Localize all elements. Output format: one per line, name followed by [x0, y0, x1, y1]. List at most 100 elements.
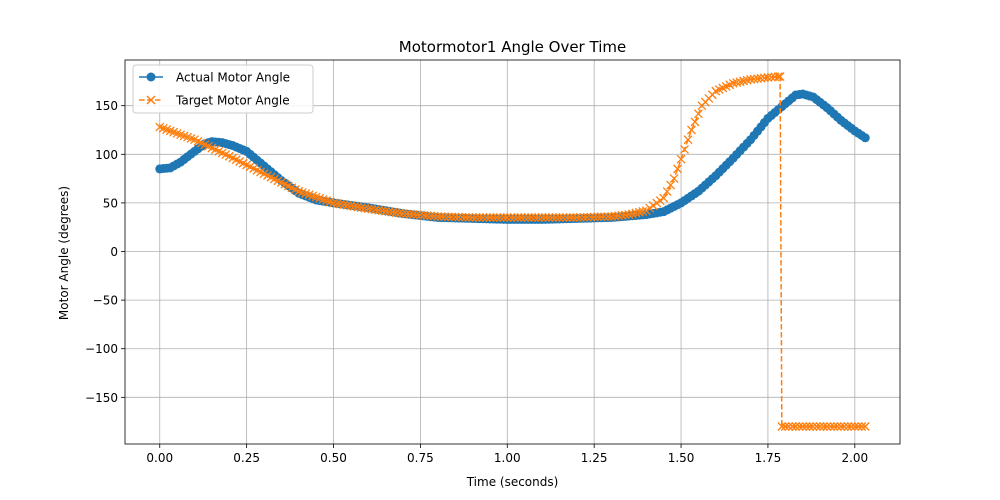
target-angle-point: [739, 76, 749, 86]
target-angle-point: [558, 213, 568, 222]
target-angle-point: [846, 422, 856, 431]
target-angle-point: [815, 422, 825, 431]
target-angle-point: [412, 210, 422, 220]
x-tick-label: 1.75: [755, 451, 782, 465]
x-tick-label: 0.00: [146, 451, 173, 465]
target-angle-point: [687, 125, 696, 135]
target-angle-point: [565, 213, 575, 222]
target-angle-point: [836, 422, 846, 431]
target-angle-point: [415, 210, 425, 220]
x-tick-label: 0.50: [320, 451, 347, 465]
target-angle-point: [666, 180, 676, 190]
target-angle-point: [673, 164, 683, 174]
target-angle-point: [405, 209, 415, 219]
target-angle-point: [353, 202, 363, 212]
target-angle-point: [819, 422, 829, 431]
target-angle-point: [683, 135, 693, 145]
target-angle-point: [336, 199, 345, 209]
target-angle-point: [742, 75, 752, 85]
x-axis-label: Time (seconds): [466, 475, 559, 489]
target-angle-point: [794, 422, 804, 431]
target-angle-point: [457, 212, 467, 222]
target-angle-point: [627, 209, 637, 219]
target-angle-point: [728, 78, 738, 88]
target-angle-point: [801, 422, 811, 431]
target-angle-point: [478, 213, 488, 222]
target-angle-point: [509, 213, 519, 222]
target-angle-point: [766, 72, 776, 82]
target-angle-point: [693, 109, 703, 119]
legend: Actual Motor Angle Target Motor Angle: [132, 64, 314, 114]
target-angle-point: [481, 213, 491, 222]
target-angle-point: [527, 213, 537, 222]
target-angle-point: [475, 213, 484, 222]
axes: 0.00 0.25 0.50 0.75 1.00 1.25 1.50 1.75 2.00 −150…: [85, 59, 901, 465]
target-angle-point: [822, 422, 832, 431]
legend-label-actual: Actual Motor Angle: [176, 71, 290, 85]
target-angle-point: [495, 213, 505, 222]
y-tick-label: −50: [93, 294, 118, 308]
x-tick-label: 1.25: [581, 451, 608, 465]
target-angle-point: [402, 209, 411, 219]
target-angle-point: [516, 213, 526, 222]
target-angle-point: [443, 212, 453, 222]
target-angle-point: [461, 212, 471, 222]
target-angle-point: [408, 210, 418, 219]
x-tick-label: 0.75: [407, 451, 434, 465]
target-angle-point: [454, 212, 464, 222]
target-angle-point: [485, 213, 495, 222]
target-angle-point: [857, 422, 867, 431]
target-angle-point: [429, 211, 439, 221]
target-angle-point: [624, 210, 634, 220]
y-tick-label: −150: [85, 391, 118, 405]
target-angle-point: [690, 117, 700, 127]
target-angle-point: [339, 200, 349, 210]
target-angle-point: [447, 212, 457, 222]
target-angle-point: [843, 422, 853, 431]
target-angle-point: [773, 72, 783, 81]
x-tick-label: 0.25: [233, 451, 260, 465]
legend-frame: [132, 64, 314, 114]
chart-title: Motormotor1 Angle Over Time: [399, 38, 626, 56]
target-angle-point: [832, 422, 842, 431]
y-tick-label: 0: [110, 245, 118, 259]
target-angle-point: [631, 208, 641, 218]
target-angle-point: [662, 187, 672, 197]
target-angle-point: [502, 213, 512, 222]
target-angle-point: [829, 422, 839, 431]
target-angle-point: [554, 213, 564, 222]
target-angle-point: [346, 201, 356, 211]
target-angle-point: [669, 174, 679, 184]
target-angle-point: [433, 212, 443, 221]
target-angle-point: [798, 422, 808, 431]
legend-marker-target: [146, 95, 156, 105]
x-tick-label: 2.00: [841, 451, 868, 465]
target-angle-point: [436, 212, 446, 222]
legend-marker-actual: [146, 72, 156, 82]
target-angle-point: [561, 213, 571, 222]
target-angle-point: [329, 198, 338, 208]
target-angle-point: [342, 200, 352, 210]
target-angle-point: [603, 212, 613, 222]
target-angle-point: [332, 199, 342, 208]
target-angle-point: [732, 78, 742, 88]
target-angle-point: [826, 422, 835, 431]
target-angle-point: [638, 207, 648, 216]
target-angle-point: [513, 213, 523, 222]
target-angle-point: [450, 212, 460, 222]
target-angle-point: [426, 211, 436, 221]
target-angle-point: [506, 213, 516, 222]
target-angle-point: [787, 422, 797, 431]
target-angle-point: [464, 212, 474, 222]
target-angle-point: [551, 213, 561, 222]
target-angle-point: [537, 213, 547, 222]
target-angle-point: [589, 212, 599, 222]
target-angle-point: [808, 422, 818, 431]
target-angle-point: [777, 422, 787, 431]
target-angle-point: [579, 212, 589, 222]
target-angle-point: [791, 422, 801, 431]
target-angle-point: [784, 422, 794, 431]
series-layer: [155, 72, 870, 431]
target-angle-point: [853, 422, 863, 431]
